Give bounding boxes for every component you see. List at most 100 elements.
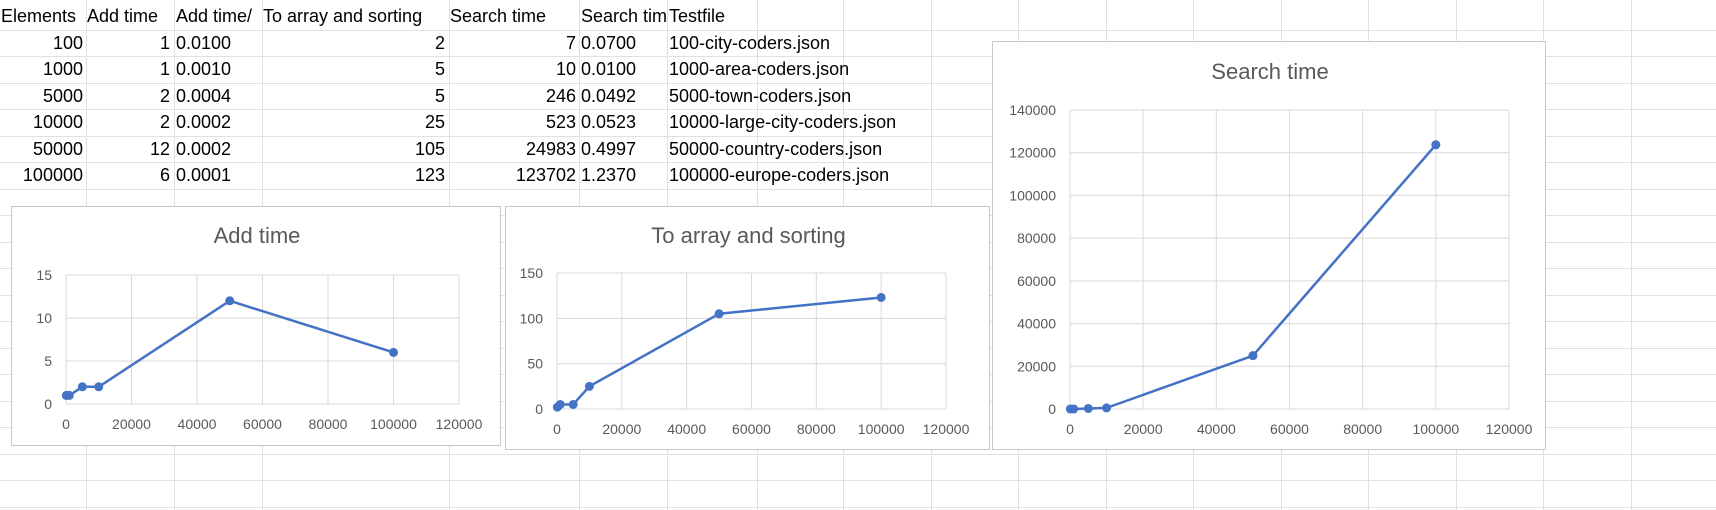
data-point[interactable] <box>1431 140 1441 150</box>
cell-gridline <box>0 189 1716 190</box>
table-cell[interactable]: 0.0004 <box>176 86 232 106</box>
x-tick-label: 120000 <box>923 421 970 437</box>
cell-gridline <box>0 454 1716 455</box>
table-cell[interactable]: 0.0001 <box>176 165 232 185</box>
table-cell[interactable]: 10000-large-city-coders.json <box>669 112 897 132</box>
header-cell[interactable]: Testfile <box>669 6 726 26</box>
table-cell[interactable]: 0.0492 <box>581 86 637 106</box>
table-cell[interactable]: 246 <box>545 86 576 106</box>
cell-gridline <box>0 83 1716 84</box>
chart-0[interactable]: Add time 0 20000 40000 60000 80000 100000 12000… <box>11 206 501 446</box>
x-tick-label: 120000 <box>436 416 483 432</box>
table-cell[interactable]: 0.4997 <box>581 139 637 159</box>
x-tick-label: 80000 <box>1343 421 1382 437</box>
chart-title: Add time <box>214 223 301 248</box>
header-cell[interactable]: Add time/ <box>176 6 253 26</box>
y-tick-label: 140000 <box>1009 102 1056 118</box>
data-point[interactable] <box>225 296 235 306</box>
table-cell[interactable]: 0.0700 <box>581 33 637 53</box>
data-point[interactable] <box>1102 403 1112 413</box>
data-point[interactable] <box>94 382 104 392</box>
table-cell[interactable]: 6 <box>159 165 170 185</box>
data-point[interactable] <box>714 309 724 319</box>
table-cell[interactable]: 24983 <box>525 139 576 159</box>
table-cell[interactable]: 12 <box>149 139 170 159</box>
chart-svg: Add time 0 20000 40000 60000 80000 100000 12000… <box>36 223 483 432</box>
data-point[interactable] <box>1083 403 1093 413</box>
table-cell[interactable]: 25 <box>424 112 445 132</box>
y-tick-label: 0 <box>535 401 543 417</box>
table-cell[interactable]: 100000 <box>22 165 83 185</box>
table-cell[interactable]: 5 <box>434 59 445 79</box>
table-cell[interactable]: 123702 <box>515 165 576 185</box>
table-cell[interactable]: 1 <box>159 33 170 53</box>
data-point[interactable] <box>64 390 74 400</box>
table-cell[interactable]: 1 <box>159 59 170 79</box>
series-line <box>1070 143 1437 411</box>
table-cell[interactable]: 100 <box>52 33 83 53</box>
header-cell[interactable]: Search time <box>450 6 547 26</box>
data-point[interactable] <box>584 381 594 391</box>
table-cell[interactable]: 0.0100 <box>581 59 637 79</box>
header-cell[interactable]: Search tim <box>581 6 667 26</box>
x-tick-label: 100000 <box>370 416 417 432</box>
table-cell[interactable]: 0.0523 <box>581 112 637 132</box>
x-tick-label: 120000 <box>1486 421 1533 437</box>
table-cell[interactable]: 2 <box>159 112 170 132</box>
data-point[interactable] <box>1069 404 1079 414</box>
chart-2[interactable]: Search time 0 20000 40000 60000 80000 100000 12… <box>992 41 1546 450</box>
table-cell[interactable]: 523 <box>545 112 576 132</box>
x-tick-label: 100000 <box>1412 421 1459 437</box>
table-cell[interactable]: 0.0100 <box>176 33 232 53</box>
data-point[interactable] <box>555 399 565 409</box>
table-cell[interactable]: 100-city-coders.json <box>669 33 831 53</box>
series-line <box>66 299 394 397</box>
header-cell[interactable]: Add time <box>87 6 159 26</box>
data-point[interactable] <box>876 292 886 302</box>
header-cell[interactable]: Elements <box>1 6 77 26</box>
table-cell[interactable]: 10 <box>555 59 576 79</box>
x-tick-label: 20000 <box>602 421 641 437</box>
table-cell[interactable]: 1.2370 <box>581 165 637 185</box>
table-cell[interactable]: 5000-town-coders.json <box>669 86 852 106</box>
chart-title: To array and sorting <box>651 223 845 248</box>
header-cell[interactable]: To array and sorting <box>263 6 423 26</box>
chart-1[interactable]: To array and sorting 0 20000 40000 60000 8000… <box>505 206 990 450</box>
y-tick-label: 20000 <box>1017 358 1056 374</box>
table-cell[interactable]: 2 <box>159 86 170 106</box>
table-cell[interactable]: 50000 <box>32 139 83 159</box>
table-cell[interactable]: 0.0002 <box>176 139 232 159</box>
y-tick-label: 0 <box>1048 401 1056 417</box>
cell-gridline <box>0 109 1716 110</box>
x-tick-label: 40000 <box>1197 421 1236 437</box>
data-point[interactable] <box>568 399 578 409</box>
table-cell[interactable]: 105 <box>414 139 445 159</box>
table-cell[interactable]: 7 <box>565 33 576 53</box>
y-tick-label: 10 <box>36 310 52 326</box>
table-cell[interactable]: 2 <box>434 33 445 53</box>
data-point[interactable] <box>389 347 398 357</box>
table-cell[interactable]: 123 <box>414 165 445 185</box>
table-cell[interactable]: 5000 <box>42 86 83 106</box>
table-cell[interactable]: 50000-country-coders.json <box>669 139 883 159</box>
y-tick-label: 150 <box>520 265 544 281</box>
cell-gridline <box>0 56 1716 57</box>
x-tick-label: 0 <box>62 416 70 432</box>
cell-gridline <box>1631 0 1632 510</box>
table-cell[interactable]: 0.0002 <box>176 112 232 132</box>
y-tick-label: 60000 <box>1017 273 1056 289</box>
data-point[interactable] <box>77 382 87 392</box>
y-tick-label: 100 <box>520 310 544 326</box>
table-cell[interactable]: 0.0010 <box>176 59 232 79</box>
cell-gridline <box>0 136 1716 137</box>
data-point[interactable] <box>1248 351 1258 361</box>
y-tick-label: 100000 <box>1009 187 1056 203</box>
y-tick-label: 50 <box>527 356 543 372</box>
table-cell[interactable]: 5 <box>434 86 445 106</box>
table-cell[interactable]: 1000 <box>42 59 83 79</box>
table-cell[interactable]: 10000 <box>32 112 83 132</box>
cell-gridline <box>0 30 1716 31</box>
table-cell[interactable]: 1000-area-coders.json <box>669 59 850 79</box>
table-cell[interactable]: 100000-europe-coders.json <box>669 165 890 185</box>
